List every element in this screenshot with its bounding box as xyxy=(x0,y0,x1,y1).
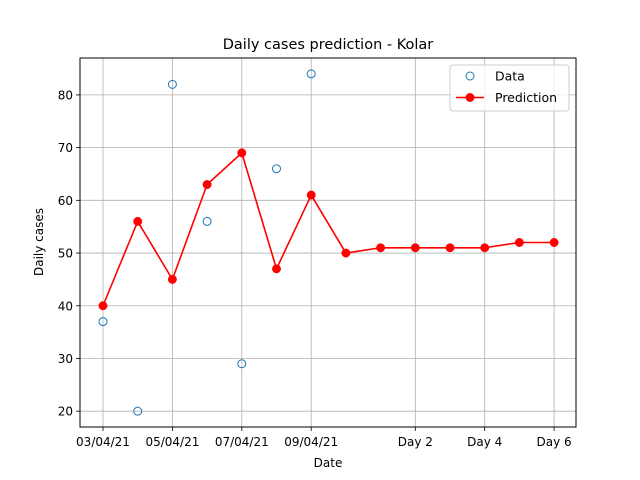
legend-marker-data xyxy=(465,71,475,81)
x-tick-label: 03/04/21 xyxy=(76,435,130,449)
plot-frame xyxy=(79,57,577,428)
prediction-point xyxy=(167,274,177,284)
prediction-point xyxy=(480,243,490,253)
y-tick-label: 70 xyxy=(58,141,73,155)
data-point xyxy=(237,359,247,369)
data-point xyxy=(133,406,143,416)
y-tick-label: 20 xyxy=(58,405,73,419)
prediction-point xyxy=(410,243,420,253)
prediction-point xyxy=(549,238,559,247)
legend-item-data: Data xyxy=(465,69,525,84)
x-tick-label: Day 2 xyxy=(398,435,433,449)
prediction-point xyxy=(98,301,108,311)
x-tick-label: 07/04/21 xyxy=(215,435,269,449)
x-axis-label: Date xyxy=(314,456,343,470)
data-point xyxy=(167,79,177,89)
prediction-point xyxy=(445,243,455,253)
prediction-point xyxy=(341,248,351,258)
legend-marker-prediction xyxy=(465,93,475,102)
y-tick-label: 80 xyxy=(58,88,73,102)
x-tick-label: 09/04/21 xyxy=(284,435,338,449)
prediction-point xyxy=(237,148,247,158)
data-series xyxy=(98,69,316,416)
prediction-point xyxy=(514,238,524,247)
y-tick-label: 30 xyxy=(58,352,73,366)
legend-item-prediction: Prediction xyxy=(456,90,557,105)
y-tick-label: 50 xyxy=(58,247,73,261)
prediction-series xyxy=(98,148,559,311)
x-tick-label: Day 4 xyxy=(467,435,502,449)
series-layer xyxy=(98,69,559,416)
legend-box xyxy=(449,64,570,112)
prediction-point xyxy=(202,180,212,189)
prediction-point xyxy=(133,216,143,226)
legend: Data Prediction xyxy=(449,64,570,112)
data-point xyxy=(98,317,108,327)
prediction-line xyxy=(102,152,555,307)
legend-label-data: Data xyxy=(495,69,525,84)
axes: 03/04/21 05/04/21 07/04/21 09/04/21 Day 2 Day… xyxy=(58,88,572,449)
grid xyxy=(80,58,576,427)
x-tick-label: 05/04/21 xyxy=(145,435,199,449)
prediction-point xyxy=(272,264,281,274)
data-point xyxy=(306,69,316,79)
y-tick-label: 40 xyxy=(58,299,73,313)
legend-label-prediction: Prediction xyxy=(495,90,557,105)
data-point xyxy=(272,164,281,174)
chart-title: Daily cases prediction - Kolar xyxy=(223,37,434,53)
prediction-point xyxy=(306,190,316,200)
data-point xyxy=(202,216,212,226)
x-tick-label: Day 6 xyxy=(537,435,572,449)
y-axis-label: Daily cases xyxy=(32,208,46,276)
prediction-point xyxy=(376,243,386,253)
y-tick-label: 60 xyxy=(58,194,73,208)
